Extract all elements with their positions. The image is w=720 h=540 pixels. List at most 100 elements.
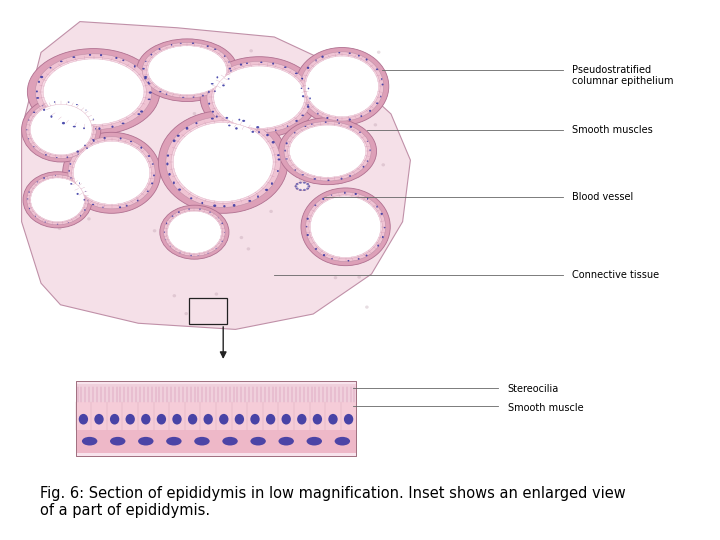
Ellipse shape [92, 139, 94, 140]
Ellipse shape [240, 236, 243, 239]
Ellipse shape [310, 196, 381, 258]
Ellipse shape [382, 84, 384, 85]
Ellipse shape [152, 163, 154, 165]
Ellipse shape [204, 414, 213, 424]
Text: Connective tissue: Connective tissue [572, 271, 660, 280]
Ellipse shape [140, 110, 143, 113]
Ellipse shape [157, 414, 166, 424]
Ellipse shape [150, 53, 152, 56]
Ellipse shape [148, 184, 151, 187]
Ellipse shape [265, 189, 268, 191]
Ellipse shape [338, 52, 341, 53]
Ellipse shape [224, 55, 225, 57]
Ellipse shape [50, 67, 52, 69]
Ellipse shape [197, 255, 199, 256]
Ellipse shape [28, 138, 29, 139]
Ellipse shape [307, 106, 310, 108]
Text: of a part of epididymis.: of a part of epididymis. [40, 503, 210, 518]
Ellipse shape [187, 194, 191, 198]
Ellipse shape [271, 182, 273, 185]
Ellipse shape [285, 158, 288, 159]
Ellipse shape [120, 160, 123, 164]
Ellipse shape [307, 437, 322, 445]
Ellipse shape [166, 93, 167, 95]
Ellipse shape [149, 91, 152, 94]
Ellipse shape [140, 146, 143, 149]
Ellipse shape [200, 57, 318, 138]
Ellipse shape [27, 175, 89, 225]
Ellipse shape [125, 414, 135, 424]
Ellipse shape [54, 101, 55, 103]
Text: Pseudostratified: Pseudostratified [572, 65, 652, 75]
Bar [76, 402, 356, 430]
Ellipse shape [229, 68, 231, 70]
Ellipse shape [193, 112, 197, 115]
Ellipse shape [311, 124, 312, 125]
Ellipse shape [282, 414, 291, 424]
Ellipse shape [284, 66, 287, 68]
Ellipse shape [278, 158, 280, 160]
Ellipse shape [328, 414, 338, 424]
Ellipse shape [225, 117, 228, 119]
Ellipse shape [359, 132, 361, 133]
Ellipse shape [261, 167, 265, 171]
Ellipse shape [307, 87, 310, 89]
Ellipse shape [95, 128, 96, 130]
Ellipse shape [112, 126, 114, 128]
Ellipse shape [93, 140, 94, 142]
Ellipse shape [41, 57, 146, 126]
Ellipse shape [143, 42, 232, 98]
Ellipse shape [168, 173, 171, 176]
Ellipse shape [331, 258, 333, 259]
Ellipse shape [363, 166, 364, 167]
Ellipse shape [212, 65, 307, 130]
Ellipse shape [83, 127, 85, 129]
Ellipse shape [365, 306, 369, 309]
PathPatch shape [22, 22, 410, 329]
Bar [76, 381, 356, 456]
Ellipse shape [235, 414, 244, 424]
Ellipse shape [335, 437, 350, 445]
Ellipse shape [271, 141, 275, 144]
Ellipse shape [171, 44, 172, 46]
Ellipse shape [266, 134, 269, 136]
Text: Smooth muscle: Smooth muscle [508, 403, 583, 413]
Ellipse shape [148, 46, 227, 94]
Ellipse shape [384, 227, 385, 228]
Ellipse shape [358, 55, 360, 57]
Ellipse shape [301, 188, 390, 266]
Ellipse shape [159, 91, 161, 92]
Ellipse shape [202, 202, 203, 204]
Ellipse shape [321, 56, 324, 58]
Ellipse shape [366, 160, 368, 162]
Ellipse shape [63, 132, 161, 213]
Ellipse shape [62, 122, 65, 124]
Ellipse shape [313, 178, 316, 180]
Ellipse shape [122, 59, 125, 61]
Text: Smooth muscles: Smooth muscles [572, 125, 653, 134]
Ellipse shape [199, 208, 201, 210]
Ellipse shape [256, 126, 259, 129]
Ellipse shape [302, 95, 305, 97]
Ellipse shape [153, 229, 156, 232]
Ellipse shape [300, 52, 384, 121]
Ellipse shape [40, 76, 43, 78]
Ellipse shape [217, 76, 218, 78]
Ellipse shape [100, 54, 102, 56]
Ellipse shape [130, 141, 132, 142]
Ellipse shape [277, 154, 279, 156]
Ellipse shape [84, 145, 86, 146]
Ellipse shape [315, 205, 316, 206]
Ellipse shape [192, 43, 194, 44]
Ellipse shape [43, 177, 45, 179]
Ellipse shape [212, 111, 214, 113]
Ellipse shape [184, 312, 188, 315]
Ellipse shape [304, 55, 380, 118]
Ellipse shape [138, 437, 153, 445]
Ellipse shape [186, 127, 189, 130]
Ellipse shape [302, 114, 304, 116]
Ellipse shape [198, 214, 202, 218]
Ellipse shape [45, 154, 47, 156]
Ellipse shape [294, 169, 296, 171]
Ellipse shape [307, 66, 310, 69]
